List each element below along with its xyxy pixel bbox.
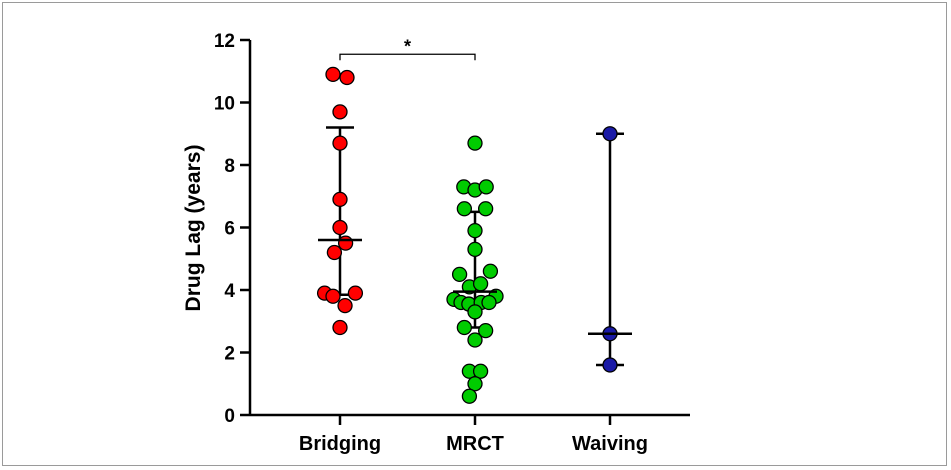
data-point bbox=[467, 222, 483, 239]
data-point bbox=[337, 297, 353, 314]
data-point bbox=[332, 219, 348, 236]
data-point bbox=[472, 363, 489, 379]
data-point bbox=[337, 235, 354, 251]
axes: 0 2 4 6 8 10 12 Bridging MRCT Waiving bbox=[214, 31, 690, 455]
data-point bbox=[477, 201, 494, 217]
data-point bbox=[326, 244, 343, 261]
data-point bbox=[325, 288, 341, 304]
data-point bbox=[456, 201, 473, 217]
data-point bbox=[332, 319, 348, 336]
data-point bbox=[602, 357, 618, 373]
data-point bbox=[472, 276, 489, 292]
data-point bbox=[461, 388, 478, 404]
plot-area bbox=[316, 66, 632, 404]
series-mrct bbox=[446, 135, 504, 404]
data-point bbox=[347, 285, 364, 301]
significance-bracket bbox=[339, 53, 476, 61]
y-tick-label: 2 bbox=[224, 344, 235, 365]
y-tick-label: 12 bbox=[214, 31, 235, 52]
series-bridging bbox=[316, 66, 364, 336]
data-point bbox=[602, 126, 618, 142]
data-point bbox=[332, 135, 348, 151]
data-point bbox=[467, 304, 483, 320]
y-tick-label: 4 bbox=[224, 281, 235, 302]
series-waiving bbox=[588, 126, 632, 373]
data-point bbox=[477, 322, 494, 339]
y-tick-label: 6 bbox=[224, 219, 235, 240]
data-point bbox=[332, 104, 348, 120]
data-point bbox=[467, 376, 483, 392]
data-point bbox=[339, 69, 355, 86]
y-tick-label: 0 bbox=[224, 406, 235, 427]
data-point bbox=[482, 263, 499, 279]
data-point bbox=[478, 179, 494, 195]
y-tick-label: 10 bbox=[214, 94, 235, 115]
y-tick-label: 8 bbox=[224, 156, 235, 177]
x-tick-label-bridging: Bridging bbox=[299, 433, 381, 455]
significance-label: * bbox=[404, 36, 411, 56]
y-axis-title: Drug Lag (years) bbox=[182, 145, 205, 312]
data-point bbox=[451, 266, 468, 283]
data-point bbox=[325, 66, 341, 83]
data-point bbox=[456, 319, 473, 336]
data-point bbox=[332, 191, 348, 208]
data-point bbox=[467, 241, 483, 258]
data-point bbox=[467, 135, 483, 151]
x-tick-label-mrct: MRCT bbox=[446, 433, 504, 455]
data-point bbox=[481, 294, 497, 311]
x-tick-label-waiving: Waiving bbox=[572, 433, 648, 455]
annotations: * bbox=[339, 36, 476, 61]
data-point bbox=[467, 332, 483, 348]
